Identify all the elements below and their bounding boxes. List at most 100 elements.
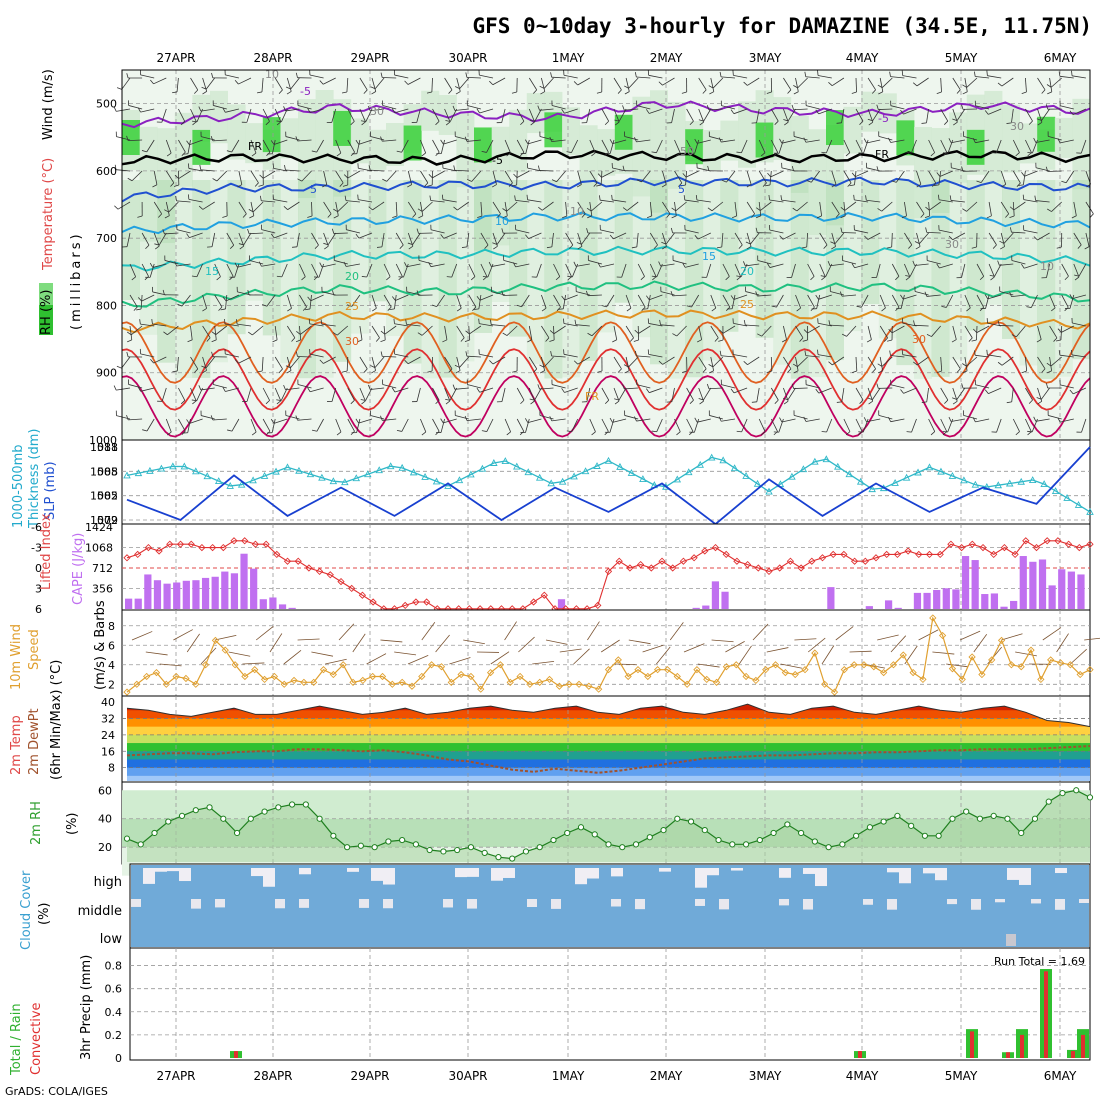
wind-speed-point bbox=[496, 661, 505, 669]
wind-barb bbox=[636, 384, 651, 389]
wind-barb bbox=[866, 139, 881, 144]
wind-barb bbox=[881, 356, 893, 367]
wind-barb bbox=[758, 418, 766, 432]
wind-barb bbox=[215, 325, 228, 335]
wind-barb-flag bbox=[686, 305, 692, 308]
wind-barb-flag bbox=[886, 246, 892, 249]
wind-barb-flag bbox=[399, 244, 404, 249]
wind-barb bbox=[738, 645, 752, 665]
wind-barb bbox=[1022, 170, 1026, 185]
wind-barb-flag bbox=[524, 139, 529, 145]
precip-conv-bar bbox=[1081, 1034, 1085, 1058]
wind-barb-flag bbox=[1027, 152, 1033, 154]
x-axis-bottom: 27APR 28APR 29APR 30APR 1MAY 2MAY 3MAY 4MAY 5MAY… bbox=[156, 1069, 1076, 1083]
rh-shade bbox=[386, 180, 404, 337]
wind-barb bbox=[1050, 77, 1062, 88]
wind-barb bbox=[890, 355, 905, 358]
cloud-gap bbox=[179, 868, 191, 882]
wind-speed-point bbox=[300, 678, 308, 686]
wind-barb bbox=[600, 170, 603, 186]
wind-barb bbox=[816, 294, 821, 309]
wind-barb bbox=[1035, 418, 1050, 422]
thickness-point bbox=[868, 485, 876, 493]
wind-barb bbox=[973, 633, 988, 653]
wind-barb-flag bbox=[651, 430, 657, 433]
wind-barb-flag bbox=[256, 91, 263, 94]
wind-barb bbox=[521, 294, 530, 307]
wind-barb bbox=[366, 653, 387, 665]
wind-barb-flag bbox=[484, 244, 489, 249]
wind-barb-flag bbox=[878, 91, 883, 95]
wind-barb-flag bbox=[234, 262, 238, 268]
rh-point bbox=[756, 836, 763, 844]
thickness-point bbox=[157, 464, 166, 472]
wind-barb bbox=[817, 322, 832, 327]
wind-barb bbox=[406, 324, 421, 327]
wind-barb bbox=[455, 415, 469, 420]
wind-barb bbox=[213, 105, 227, 110]
wind-barb-flag bbox=[635, 350, 637, 356]
wind-barb-flag bbox=[1000, 246, 1005, 250]
wind-barb-flag bbox=[847, 182, 852, 187]
wind-speed-point bbox=[1056, 659, 1065, 667]
wind-barb-flag bbox=[418, 215, 423, 219]
y-tick-label: 60 bbox=[98, 784, 112, 797]
y-tick-label: 2 bbox=[108, 678, 115, 691]
slp-label: SLP (mb) bbox=[43, 461, 58, 520]
lifted-index-point bbox=[422, 598, 431, 606]
wind-barb-flag bbox=[791, 104, 794, 110]
wind-barb-flag bbox=[889, 350, 891, 356]
wind-barb-flag bbox=[986, 349, 988, 355]
wind-barb-flag bbox=[672, 333, 677, 337]
wind-barb-flag bbox=[1021, 91, 1027, 95]
wind-barb-flag bbox=[350, 400, 355, 405]
wind-barb bbox=[430, 263, 445, 268]
thickness-point bbox=[341, 478, 349, 486]
wind-barb-flag bbox=[948, 138, 952, 143]
wind-barb-flag bbox=[421, 152, 426, 157]
cape-bar bbox=[961, 556, 970, 609]
wind-speed-point bbox=[988, 656, 996, 664]
wind-barb-flag bbox=[566, 151, 572, 153]
contour-label: 30 bbox=[345, 335, 359, 348]
wind-barb bbox=[420, 418, 427, 433]
wind-barb bbox=[1011, 387, 1014, 402]
wind-barb-flag bbox=[780, 195, 783, 201]
wind-speed-point bbox=[182, 674, 190, 683]
wind-barb-flag bbox=[360, 120, 366, 122]
wind-barb bbox=[358, 167, 373, 172]
wind-barb-flag bbox=[1069, 110, 1074, 115]
wind-speed-point bbox=[958, 675, 966, 684]
wind-barb bbox=[656, 418, 663, 432]
thickness-point bbox=[1040, 480, 1048, 488]
wind-barb-flag bbox=[661, 184, 667, 188]
wind-barb-flag bbox=[859, 120, 864, 125]
wind-barb-flag bbox=[828, 361, 833, 366]
wind-barb bbox=[1035, 139, 1050, 143]
wind-barb bbox=[1073, 387, 1087, 395]
wind-barb bbox=[600, 229, 615, 234]
wind-barb bbox=[606, 294, 615, 308]
wind-barb bbox=[128, 418, 143, 421]
cape-bar bbox=[144, 574, 152, 609]
wind-barb bbox=[225, 353, 239, 358]
rh-shade bbox=[544, 180, 563, 379]
wind-barb-flag bbox=[194, 89, 199, 94]
lifted-index-point bbox=[669, 564, 677, 572]
wind-barb bbox=[190, 325, 193, 340]
wind-barb-flag bbox=[719, 350, 722, 356]
wind-speed-point bbox=[712, 678, 721, 686]
wind-speed-point bbox=[486, 668, 495, 677]
wind-barb-flag bbox=[529, 398, 535, 401]
wind-barb-flag bbox=[802, 339, 808, 342]
temperature-label: Temperature (°C) bbox=[41, 158, 56, 271]
cloud-gap bbox=[359, 899, 369, 908]
wind-barb bbox=[273, 418, 288, 424]
cloud-gap bbox=[371, 868, 383, 881]
wind-barb-flag bbox=[971, 339, 977, 342]
lifted-index-point bbox=[957, 543, 966, 552]
rh-point bbox=[798, 829, 805, 837]
contour-label: 30 bbox=[912, 333, 926, 346]
wind-barb bbox=[697, 418, 711, 423]
wind-speed-point bbox=[919, 675, 927, 684]
